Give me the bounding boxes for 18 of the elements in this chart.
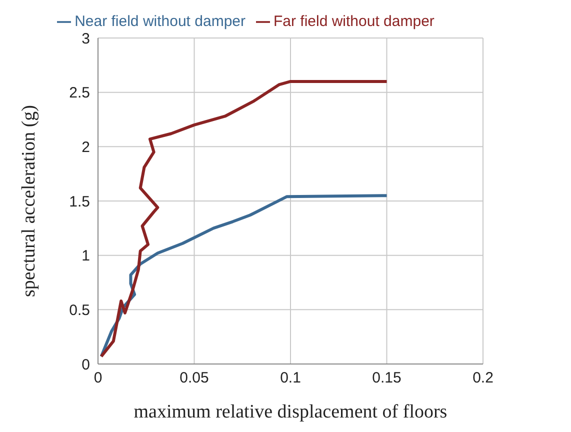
legend-label: Far field without damper [274,13,434,30]
y-tick-label: 1.5 [69,193,90,210]
x-tick-label: 0.2 [472,370,494,387]
y-tick-label: 2.5 [69,84,90,102]
x-tick-label: 0.05 [180,370,209,387]
x-tick-label: 0 [94,370,102,387]
x-axis-title: maximum relative displacement of floors [134,401,448,422]
y-tick-label: 2 [82,138,90,156]
y-tick-label: 1 [82,248,90,265]
y-tick-label: 0.5 [69,302,90,319]
line-series [100,194,388,358]
y-axis-title: spectural acceleration (g) [18,105,40,297]
line-series [100,80,388,358]
x-tick-label: 0.15 [372,370,402,387]
y-tick-label: 0 [82,356,90,374]
x-tick-label: 0.1 [280,370,301,387]
y-tick-label: 3 [82,30,90,48]
legend-label: Near field without damper [74,13,246,30]
